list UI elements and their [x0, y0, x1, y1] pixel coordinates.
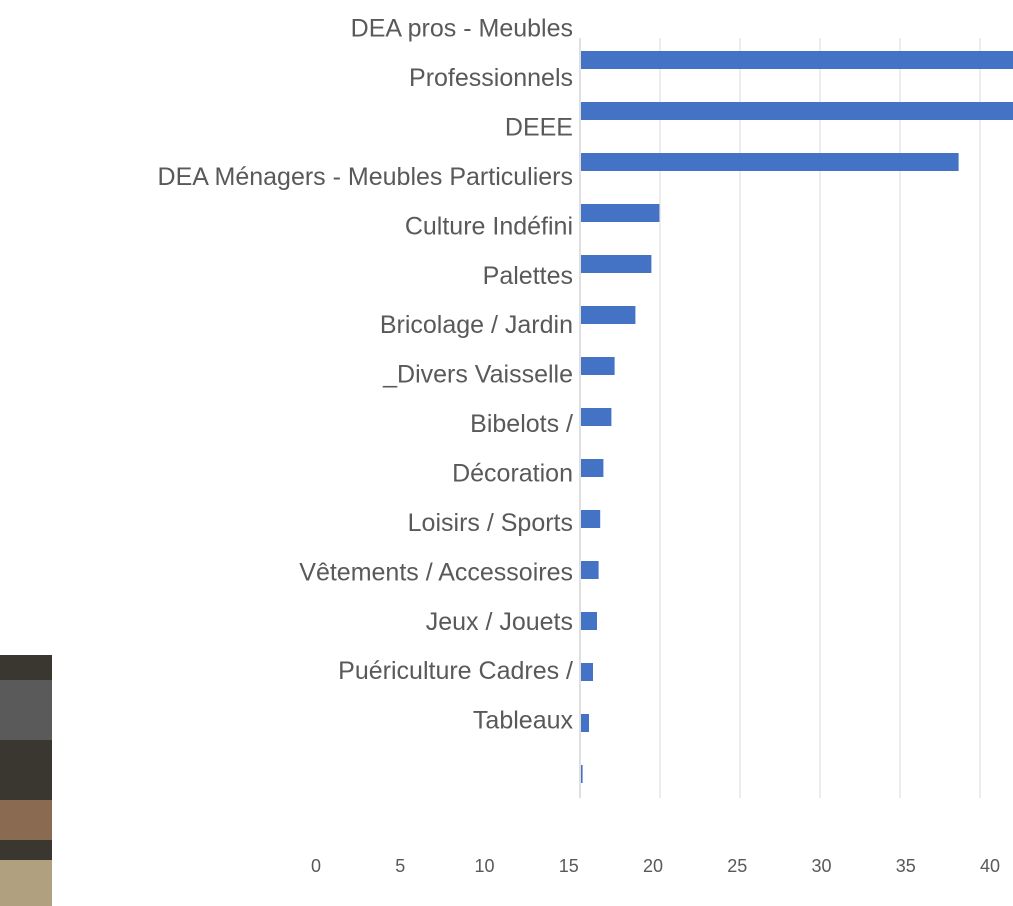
category-label: _Divers Vaisselle	[382, 361, 573, 389]
bar	[581, 510, 600, 528]
bar	[581, 714, 589, 732]
bar	[581, 357, 615, 375]
category-label: Tableaux	[473, 707, 574, 735]
bar	[581, 204, 659, 222]
category-label: Puériculture Cadres /	[338, 657, 573, 685]
category-label: Professionnels	[409, 64, 573, 92]
photo-fragment	[0, 655, 52, 906]
x-tick-label: 40	[980, 856, 1000, 876]
x-tick-label: 25	[727, 856, 747, 876]
bar	[581, 51, 1013, 69]
category-label: DEA pros - Meubles	[351, 15, 573, 43]
category-label: Jeux / Jouets	[426, 608, 573, 636]
x-tick-label: 20	[643, 856, 663, 876]
bar	[581, 102, 1013, 120]
x-tick-label: 30	[811, 856, 831, 876]
bar	[581, 612, 597, 630]
category-label: Culture Indéfini	[405, 212, 573, 240]
bar	[581, 408, 611, 426]
category-label: Bricolage / Jardin	[380, 311, 573, 339]
x-tick-label: 0	[311, 856, 321, 876]
bar	[581, 153, 959, 171]
x-tick-label: 35	[896, 856, 916, 876]
x-tick-label: 5	[395, 856, 405, 876]
category-label: DEEE	[505, 113, 573, 141]
category-label: Décoration	[452, 459, 573, 487]
category-label: Vêtements / Accessoires	[299, 558, 573, 586]
category-label: Loisirs / Sports	[408, 509, 573, 537]
bar	[581, 255, 651, 273]
chart: 0 5 10 15 20 25 30 35 40 DEA pros - Meubles Profes…	[0, 0, 1013, 906]
x-tick-label: 10	[474, 856, 494, 876]
bar	[581, 459, 603, 477]
category-label: Palettes	[483, 262, 573, 290]
bar	[581, 306, 635, 324]
bar	[581, 561, 599, 579]
bar	[581, 663, 593, 681]
category-label: Bibelots /	[470, 410, 573, 438]
x-tick-label: 15	[559, 856, 579, 876]
bar	[581, 765, 583, 783]
category-label: DEA Ménagers - Meubles Particuliers	[158, 163, 573, 191]
